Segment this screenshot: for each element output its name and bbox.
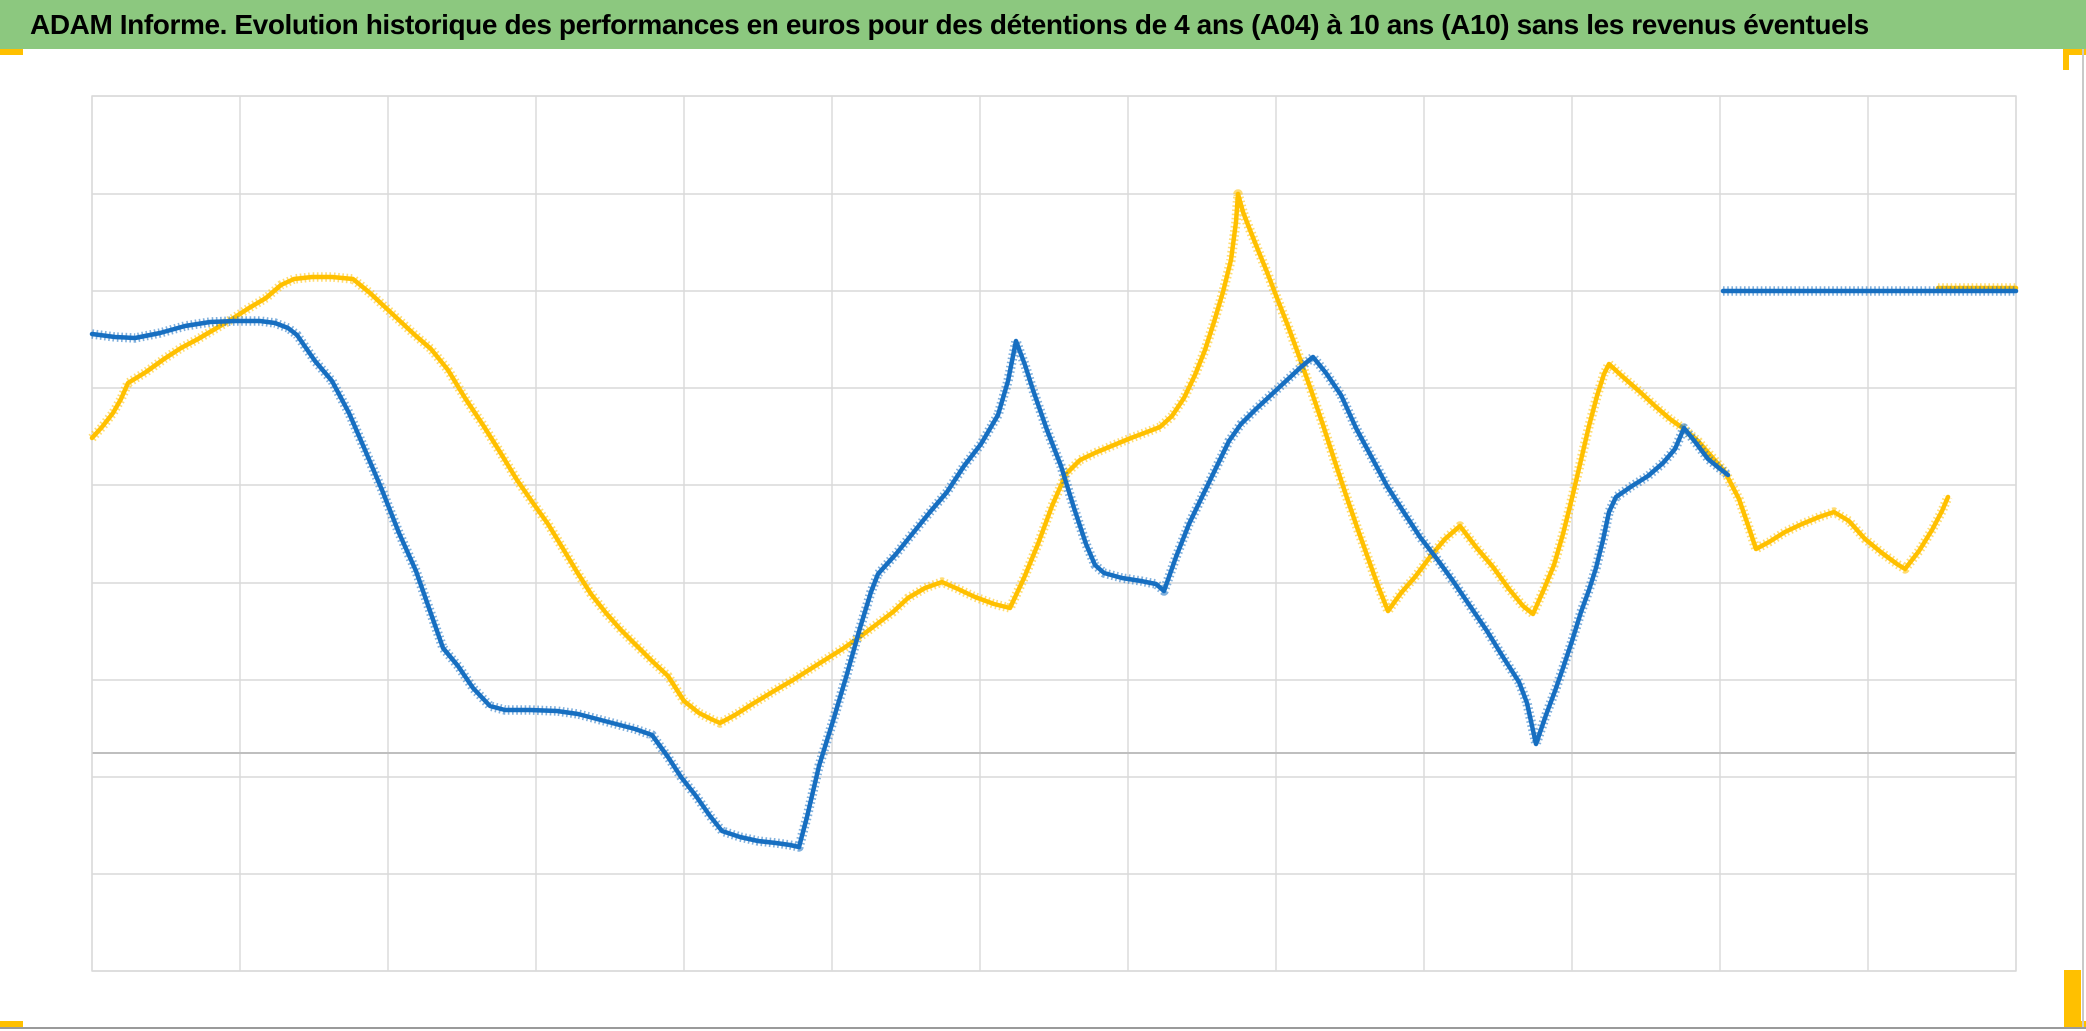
page-break-corner-top-right-v <box>2063 49 2069 70</box>
page-break-corner-top-right-h <box>2063 49 2086 55</box>
title-bar: ADAM Informe. Evolution historique des p… <box>0 0 2086 49</box>
sheet-bottom-edge-line <box>0 1027 2086 1029</box>
page-break-corner-bottom-right-v <box>2064 970 2081 1022</box>
series-yellow-main-markers <box>88 189 1953 728</box>
chart-title: ADAM Informe. Evolution historique des p… <box>30 8 1869 40</box>
page-break-corner-top-left <box>0 49 23 55</box>
plot-area-border <box>91 95 2017 972</box>
page-break-corner-bottom-right-h <box>2064 1021 2086 1028</box>
page-break-corner-bottom-left <box>0 1021 23 1028</box>
series-blue-main-markers <box>91 316 1731 852</box>
sheet-right-edge-line <box>2082 49 2084 1027</box>
series-blue-main[interactable] <box>89 318 1731 850</box>
